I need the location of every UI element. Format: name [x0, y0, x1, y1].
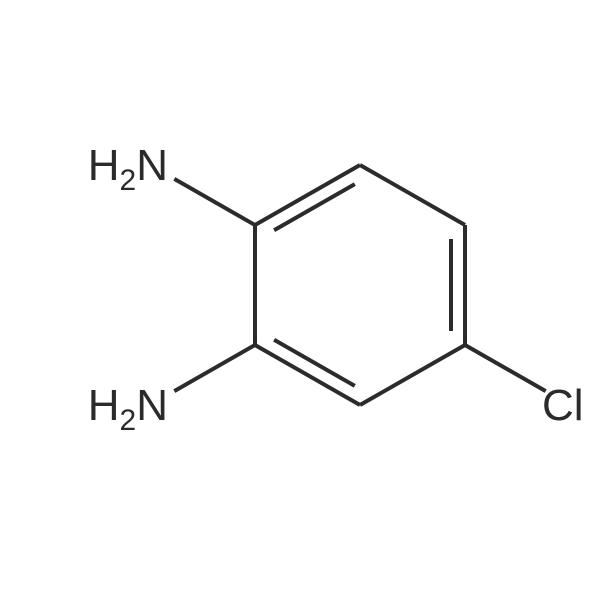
- chlorine-label: Cl: [542, 381, 584, 430]
- amine-label-top: H2N: [88, 141, 168, 197]
- amine-label-bottom: H2N: [88, 381, 168, 437]
- molecule-diagram: H2N H2N Cl: [0, 0, 600, 600]
